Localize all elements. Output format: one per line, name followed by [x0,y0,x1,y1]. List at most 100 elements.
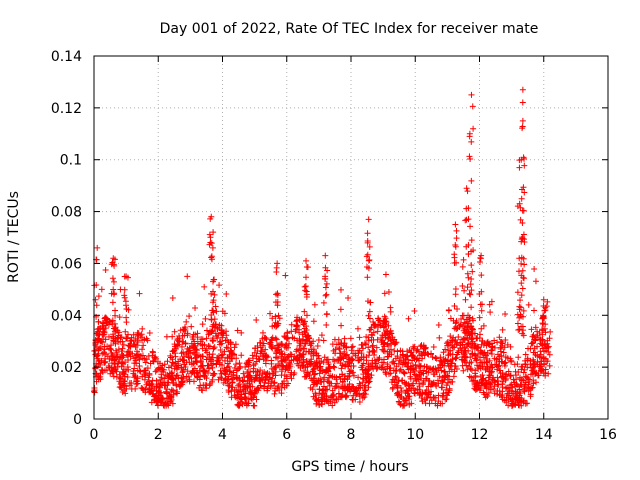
data-point [164,382,171,389]
data-point [234,327,241,334]
data-point [495,381,502,388]
data-point [521,385,528,392]
data-point [356,398,363,405]
data-point [537,348,544,355]
data-point [514,289,521,296]
data-point [256,378,263,385]
data-point [452,221,459,228]
data-point [463,185,470,192]
data-point [102,314,109,321]
data-point [434,402,441,409]
data-point [208,240,215,247]
data-point [315,377,322,384]
data-point [352,396,359,403]
data-point [473,356,480,363]
data-point [237,393,244,400]
data-point [294,322,301,329]
data-point [142,389,149,396]
data-point [546,351,553,358]
data-point [248,389,255,396]
data-point [455,333,462,340]
data-point [120,341,127,348]
data-point [197,353,204,360]
data-point [283,363,290,370]
data-point [528,340,535,347]
data-point [322,292,329,299]
data-point [134,339,141,346]
data-point [434,377,441,384]
data-point [262,360,269,367]
data-point [161,382,168,389]
data-point [302,283,309,290]
data-point [385,342,392,349]
data-point [102,358,109,365]
data-point [116,378,123,385]
x-tick-label: 8 [347,427,356,443]
data-point [137,353,144,360]
data-point [486,340,493,347]
data-point [520,255,527,262]
data-point [428,397,435,404]
data-point [444,392,451,399]
data-point [270,380,277,387]
data-point [228,376,235,383]
data-point [170,387,177,394]
data-point [355,374,362,381]
data-point [236,402,243,409]
data-point [167,398,174,405]
data-point [209,288,216,295]
data-point [413,378,420,385]
data-point [467,354,474,361]
data-point [209,335,216,342]
data-point [471,351,478,358]
data-point [421,363,428,370]
data-point [268,378,275,385]
data-point [494,351,501,358]
data-point [337,306,344,313]
data-point [493,356,500,363]
data-point [273,291,280,298]
data-point [439,384,446,391]
data-point [268,336,275,343]
data-point [439,400,446,407]
data-point [111,357,118,364]
data-point [261,383,268,390]
data-point [185,352,192,359]
data-point [192,305,199,312]
data-point [268,344,275,351]
data-point [499,326,506,333]
data-point [130,368,137,375]
data-point [446,368,453,375]
data-point [179,379,186,386]
data-point [365,257,372,264]
data-point [225,375,232,382]
data-point [333,396,340,403]
data-point [100,328,107,335]
data-point [395,360,402,367]
data-point [110,286,117,293]
data-point [199,336,206,343]
data-point [459,362,466,369]
data-point [283,335,290,342]
data-point [467,365,474,372]
data-point [287,371,294,378]
data-point [288,321,295,328]
data-point [188,361,195,368]
data-point [501,362,508,369]
data-point [367,362,374,369]
data-point [459,341,466,348]
data-point [355,347,362,354]
data-point [462,217,469,224]
data-point [279,362,286,369]
data-point [262,376,269,383]
data-point [321,354,328,361]
data-point [254,368,261,375]
data-point [519,267,526,274]
data-point [253,316,260,323]
data-point [427,394,434,401]
data-point [419,355,426,362]
data-point [270,366,277,373]
data-point [542,329,549,336]
data-point [197,363,204,370]
x-tick-label: 10 [406,427,424,443]
